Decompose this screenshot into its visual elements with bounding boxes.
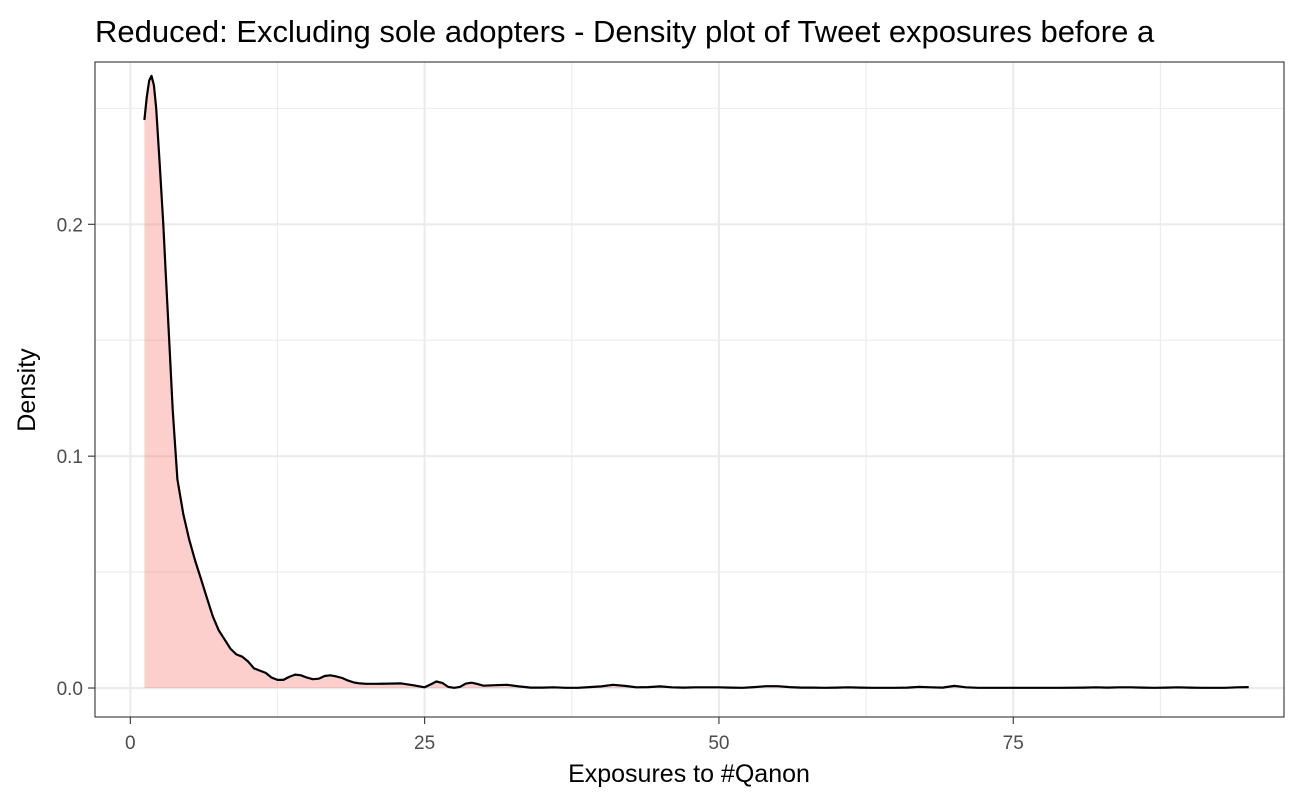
x-tick-label: 0 xyxy=(125,733,136,754)
y-tick-label: 0.1 xyxy=(57,447,83,468)
x-axis-title: Exposures to #Qanon xyxy=(568,760,810,788)
density-curve-line xyxy=(143,74,1249,689)
x-tick-label: 25 xyxy=(414,733,435,754)
x-tick-label: 50 xyxy=(708,733,729,754)
grid-lines xyxy=(95,62,1284,717)
plot-panel-border xyxy=(94,61,1285,718)
density-area-fill xyxy=(144,75,1249,688)
y-tick-label: 0.0 xyxy=(57,679,83,700)
y-axis: 0.0 0.1 0.2 xyxy=(57,215,95,700)
x-tick-label: 75 xyxy=(1003,733,1024,754)
y-axis-title: Density xyxy=(13,348,41,432)
x-axis: 0 25 50 75 xyxy=(125,717,1024,754)
y-tick-label: 0.2 xyxy=(57,215,83,236)
chart-title: Reduced: Excluding sole adopters - Densi… xyxy=(95,14,1155,49)
